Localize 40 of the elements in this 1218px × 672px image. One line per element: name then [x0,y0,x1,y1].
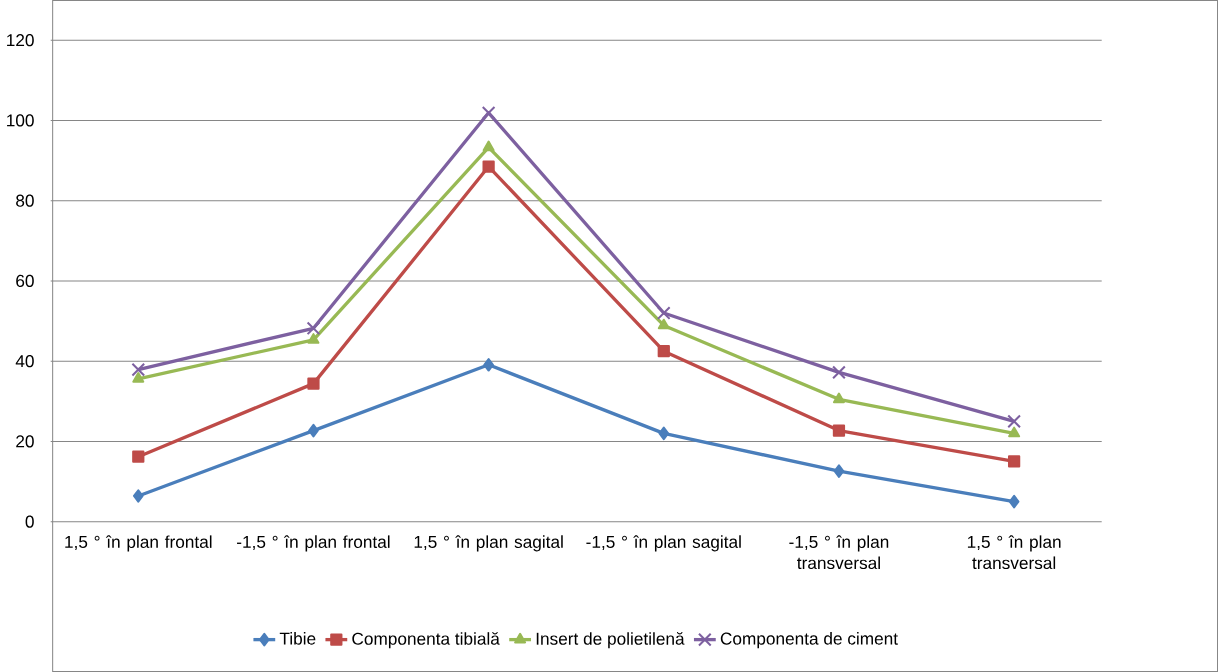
point [832,424,846,437]
point [131,362,146,377]
point [657,345,670,358]
x-tick-label: -1,5 ° în plan sagital [586,535,741,552]
point [832,365,846,380]
y-tick-label: 60 [16,274,34,288]
x-tick-label: 1,5 ° în plan sagital [414,535,563,552]
point [1008,455,1021,468]
point [658,426,670,441]
point [1008,426,1021,438]
point [832,392,845,404]
point [132,489,144,503]
x-tick-label: 1,5 ° în plan frontal [65,535,212,552]
point [132,372,145,383]
point [307,377,320,390]
point [132,450,145,463]
point [307,333,320,344]
point [482,140,495,152]
x-tick-label: -1,5 ° în plan transversal [789,535,889,570]
y-tick-label: 20 [16,435,34,448]
point [308,423,319,438]
y-tick-label: 120 [7,34,34,47]
point [1007,414,1022,429]
x-tick-label: -1,5 ° în plan frontal [237,535,390,552]
point [483,358,494,372]
point [306,321,321,336]
x-tick-label: 1,5 ° în plan transversal [967,535,1061,570]
y-tick-label: 40 [15,355,34,368]
point [657,318,670,330]
y-tick-label: 80 [16,194,34,207]
point [1008,494,1020,509]
point [482,160,495,173]
point [833,464,845,478]
legend-label: Tibie [279,632,316,645]
legend-label: Componenta tibială [352,632,500,649]
y-tick-label: 0 [25,515,34,528]
legend-label: Componenta de ciment [720,632,898,649]
y-tick-label: 100 [7,114,34,127]
legend-label: Insert de polietilenă [536,632,685,649]
point [656,306,671,320]
